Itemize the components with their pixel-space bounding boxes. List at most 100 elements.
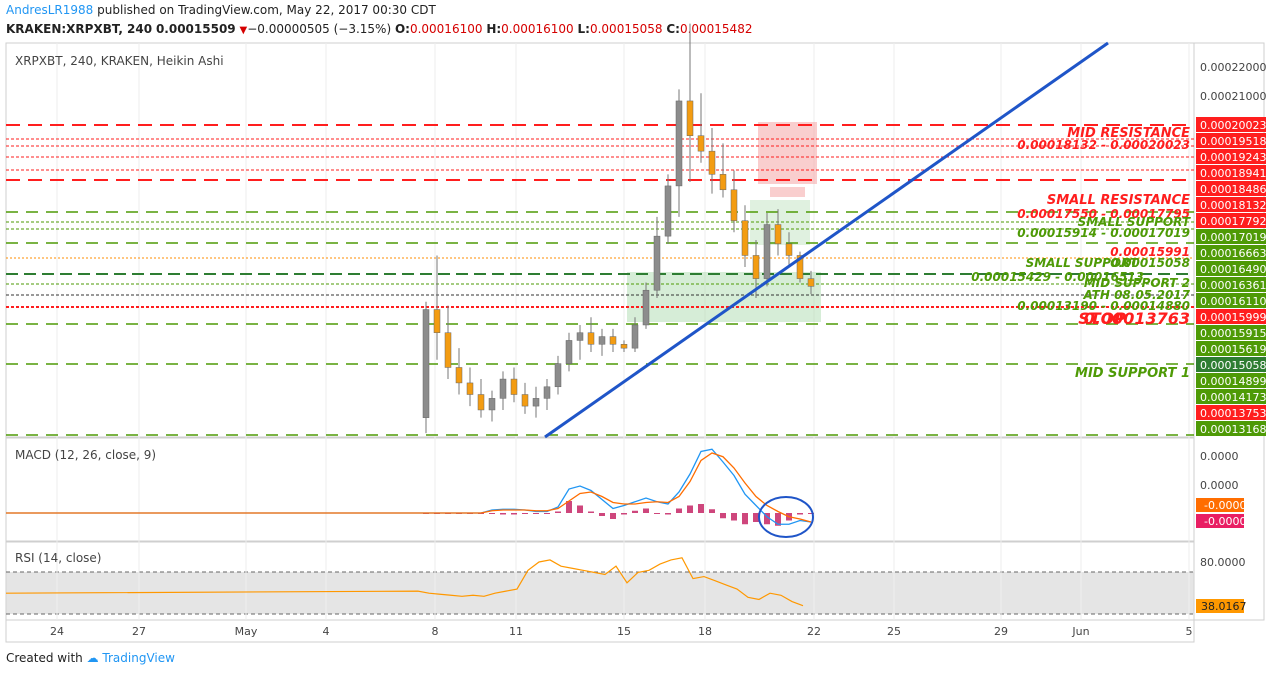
candle-body xyxy=(741,220,749,256)
price-tick-bg xyxy=(1196,373,1266,388)
macd-histogram-bar xyxy=(687,505,693,513)
rsi-band xyxy=(6,572,1194,614)
level-label: 0.00015991 xyxy=(1110,245,1190,259)
rsi-pane-title: RSI (14, close) xyxy=(15,551,101,565)
candle-body xyxy=(422,309,430,418)
down-arrow-icon: ▼ xyxy=(239,25,248,36)
macd-histogram-bar xyxy=(753,513,759,522)
level-label: SMALL SUPPORT xyxy=(1026,256,1139,270)
time-tick-label: 22 xyxy=(807,625,821,638)
price-tick-label: 0.00017019 xyxy=(1200,231,1266,244)
candle-body xyxy=(785,243,793,256)
price-tick-label: 0.00016663 xyxy=(1200,247,1266,260)
level-label: 0.00018132 - 0.00020023 xyxy=(1017,138,1190,152)
price-tick-label: 0.00015915 xyxy=(1200,327,1266,340)
candle-body xyxy=(642,289,650,326)
price-tick-label: 0.00019518 xyxy=(1200,135,1266,148)
low-label: L: xyxy=(577,22,590,36)
candle-body xyxy=(598,336,606,345)
candle-body xyxy=(719,174,727,191)
price-tick-label: 0.00015999 xyxy=(1200,311,1266,324)
macd-histogram-bar xyxy=(643,508,649,513)
price-change: −0.00000505 (−3.15%) xyxy=(247,22,392,36)
price-tick-bg xyxy=(1196,213,1266,228)
price-tick-label: 0.00015619 xyxy=(1200,343,1266,356)
price-tick-label: 0.00016361 xyxy=(1200,279,1266,292)
level-label: 0.00013190 - 0.00014880 xyxy=(1017,299,1190,313)
price-tick-label: 0.00013168 xyxy=(1200,423,1266,436)
level-label: 0.00015429 - 0.00016513 xyxy=(971,270,1144,284)
macd-pane-title: MACD (12, 26, close, 9) xyxy=(15,448,156,462)
macd-histogram-bar xyxy=(797,513,803,515)
time-axis[interactable] xyxy=(5,619,1195,643)
candle-body xyxy=(532,398,540,407)
trend-line[interactable] xyxy=(544,41,1109,439)
price-tick-bg xyxy=(1196,325,1266,340)
price-tick-label: 0.00019243 xyxy=(1200,151,1266,164)
macd-histogram-bar xyxy=(709,509,715,513)
price-tick-bg xyxy=(1196,245,1266,260)
level-label: 0.00015914 - 0.00017019 xyxy=(1017,226,1190,240)
low-value: 0.00015058 xyxy=(589,22,663,36)
candle-body xyxy=(807,278,815,287)
rsi-badge xyxy=(1196,599,1244,613)
price-tick-bg xyxy=(1196,197,1266,212)
candle-body xyxy=(444,332,452,368)
resistance-zone xyxy=(758,122,817,184)
publish-line: AndresLR1988 published on TradingView.co… xyxy=(6,3,436,17)
macd-histogram-bar xyxy=(632,510,638,513)
time-tick-label: 15 xyxy=(617,625,631,638)
macd-histogram-bar xyxy=(676,508,682,513)
price-tick-label: 0.00020023 xyxy=(1200,119,1266,132)
author-link[interactable]: AndresLR1988 xyxy=(6,3,94,17)
macd-histogram-bar xyxy=(698,504,704,513)
price-tick-bg xyxy=(1196,293,1266,308)
highlight-circle xyxy=(758,496,814,538)
level-label: SMALL RESISTANCE xyxy=(1047,193,1190,208)
price-tick-bg xyxy=(1196,149,1266,164)
price-tick-label: 0.00013753 xyxy=(1200,407,1266,420)
macd-histogram-bar xyxy=(764,513,770,525)
macd-pane[interactable] xyxy=(5,437,1195,542)
candle-body xyxy=(752,255,760,279)
close-label: C: xyxy=(666,22,680,36)
candle-body xyxy=(653,235,661,291)
price-pane[interactable] xyxy=(5,42,1195,438)
price-tick-bg xyxy=(1196,341,1266,356)
time-tick-label: 29 xyxy=(994,625,1008,638)
candle-body xyxy=(477,394,485,411)
macd-histogram-bar xyxy=(588,511,594,513)
candle-body xyxy=(697,135,705,152)
price-tick-label: 0.00022000 xyxy=(1200,61,1266,74)
candle-body xyxy=(587,332,595,345)
macd-histogram-bar xyxy=(577,505,583,513)
macd-histogram-bar xyxy=(500,513,506,515)
time-tick-label: 8 xyxy=(432,625,439,638)
candle-body xyxy=(664,185,672,237)
time-tick-label: 5 xyxy=(1186,625,1193,638)
macd-tick-1: 0.0000 xyxy=(1200,479,1239,492)
created-with-text: Created with xyxy=(6,651,83,665)
macd-tick-0: 0.0000 xyxy=(1200,450,1239,463)
open-value: 0.00016100 xyxy=(409,22,483,36)
price-tick-label: 0.00016490 xyxy=(1200,263,1266,276)
macd-histogram-bar xyxy=(654,513,660,514)
price-tick-bg xyxy=(1196,133,1266,148)
candle-body xyxy=(554,363,562,388)
candle-body xyxy=(521,394,529,407)
level-label: STOP xyxy=(1078,309,1126,328)
price-tick-label: 0.00016110 xyxy=(1200,295,1266,308)
macd-histogram-bar xyxy=(720,513,726,519)
signal-badge-text: -0.0000 xyxy=(1204,499,1246,512)
signal-badge xyxy=(1196,498,1244,512)
price-tick-bg xyxy=(1196,389,1266,404)
macd-histogram-bar xyxy=(808,513,814,514)
price-tick-bg xyxy=(1196,117,1266,132)
rsi-badge-text: 38.0167 xyxy=(1201,600,1247,613)
macd-histogram-bar xyxy=(731,513,737,521)
time-tick-label: 27 xyxy=(132,625,146,638)
price-tick-label: 0.00015058 xyxy=(1200,359,1266,372)
tradingview-link[interactable]: TradingView xyxy=(102,651,175,665)
symbol-text: KRAKEN:XRPXBT, 240 xyxy=(6,22,153,36)
